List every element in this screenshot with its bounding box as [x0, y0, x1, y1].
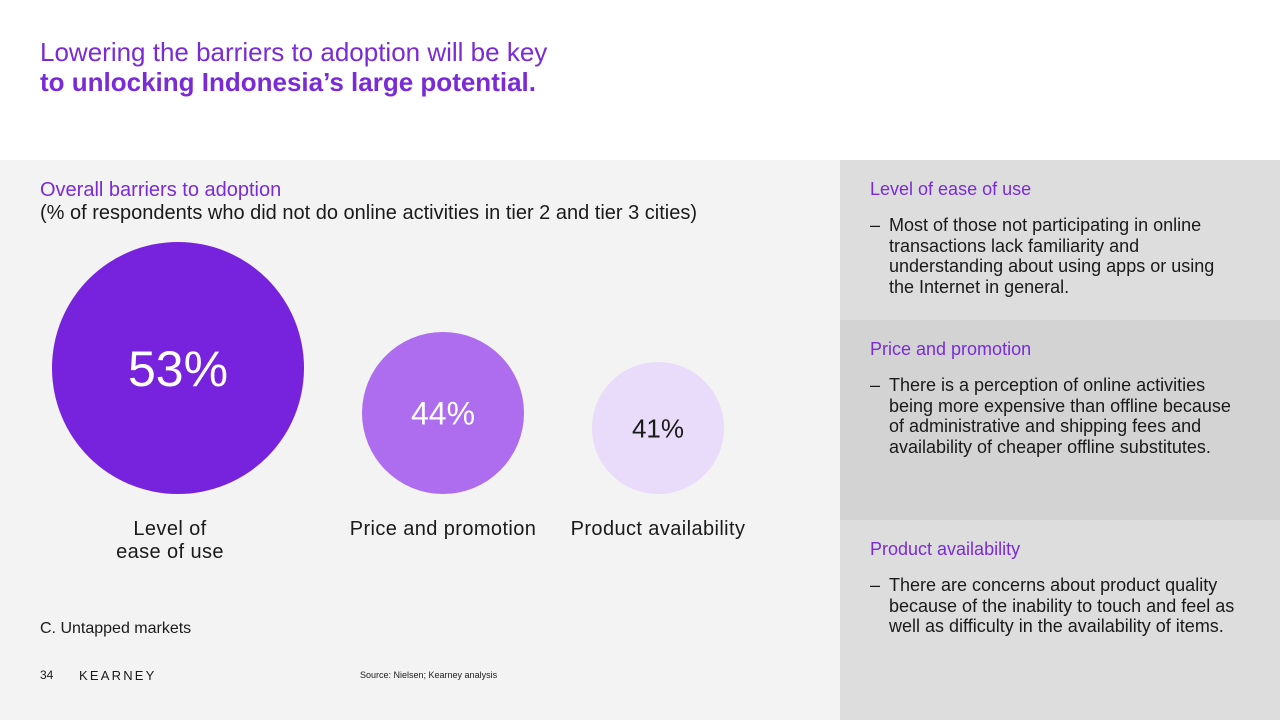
- page-title-line1: Lowering the barriers to adoption will b…: [40, 37, 548, 67]
- bullet-dash: –: [870, 215, 881, 235]
- side-panel-bullet: – There are concerns about product quali…: [870, 575, 1240, 637]
- side-panel-ease-of-use: Level of ease of use – Most of those not…: [840, 160, 1280, 320]
- bubble-value-label: 53%: [128, 341, 228, 397]
- category-label: ease of use: [116, 541, 224, 563]
- category-label: Product availability: [571, 518, 746, 540]
- page-number: 34: [40, 668, 54, 682]
- side-panel-heading: Product availability: [870, 539, 1021, 559]
- brand-logo: KEARNEY: [79, 668, 157, 683]
- side-panel-bullet: – Most of those not participating in onl…: [870, 215, 1240, 297]
- side-panel-product-availability: Product availability – There are concern…: [840, 520, 1280, 720]
- category-label: Price and promotion: [350, 518, 537, 540]
- bubble: [52, 242, 304, 494]
- bullet-dash: –: [870, 375, 881, 395]
- bubble-value-label: 44%: [411, 396, 475, 432]
- chart-panel: Overall barriers to adoption (% of respo…: [0, 160, 840, 720]
- section-label: C. Untapped markets: [40, 620, 192, 637]
- chart-subtitle: (% of respondents who did not do online …: [40, 202, 698, 224]
- side-panel-bullet-text: There are concerns about product quality…: [889, 575, 1235, 636]
- page-title: Lowering the barriers to adoption will b…: [40, 37, 547, 97]
- bubble: [592, 362, 724, 494]
- chart-title: Overall barriers to adoption: [40, 179, 282, 201]
- bubble: [362, 332, 524, 494]
- source-note: Source: Nielsen; Kearney analysis: [360, 670, 498, 680]
- bubble-value-label: 41%: [632, 413, 684, 443]
- category-label: Level of: [133, 518, 206, 540]
- page-title-line2: to unlocking Indonesia’s large potential…: [40, 67, 536, 97]
- bullet-dash: –: [870, 575, 881, 595]
- side-panel-price-promotion: Price and promotion – There is a percept…: [840, 320, 1280, 520]
- side-panel-bullet-text: There is a perception of online activiti…: [889, 375, 1231, 457]
- side-panel-heading: Price and promotion: [870, 339, 1032, 359]
- side-panel-bullet: – There is a perception of online activi…: [870, 375, 1240, 457]
- side-panel-heading: Level of ease of use: [870, 179, 1032, 199]
- side-panel-bullet-text: Most of those not participating in onlin…: [889, 215, 1215, 297]
